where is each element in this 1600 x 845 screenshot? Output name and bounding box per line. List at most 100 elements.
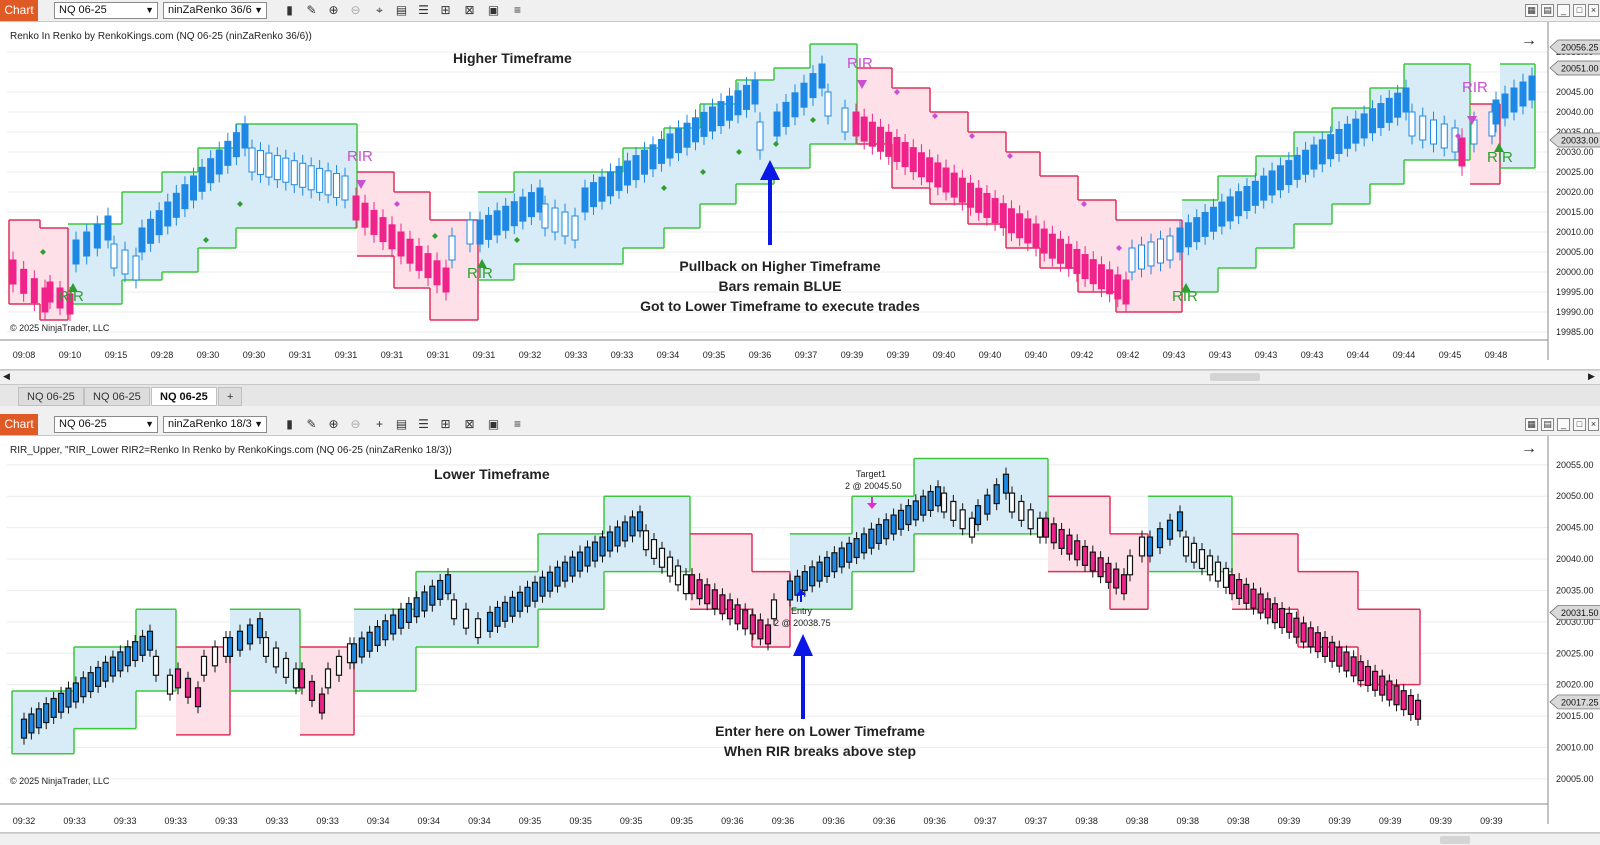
rir-label: RIR [58, 288, 84, 305]
strategies-icon[interactable]: ⊠ [464, 3, 475, 17]
candle-body [1105, 562, 1112, 583]
candle-body [709, 106, 716, 132]
higher-timeframe-chart[interactable]: 20055.0020050.0020045.0020040.0020035.00… [0, 22, 1600, 370]
candle-body [28, 713, 35, 734]
candle-body [350, 643, 358, 664]
candle-body [1386, 680, 1393, 701]
lower-timeframe-chart[interactable]: 20055.00 20050.00 20045.00 20040.00 20035.00… [0, 436, 1600, 833]
zoom-out-icon[interactable]: ⊖ [350, 3, 361, 17]
candle-body [1250, 588, 1257, 609]
zoom-in-icon[interactable]: ⊕ [328, 3, 339, 17]
candle-body [1198, 549, 1206, 570]
list-icon[interactable]: ≡ [513, 3, 521, 17]
candle-body [606, 531, 614, 552]
bar-type-value: ninZaRenko 18/3 [168, 418, 252, 430]
candle-body [493, 210, 501, 236]
scroll-thumb[interactable] [1440, 836, 1470, 844]
candle-body [194, 687, 202, 708]
pencil-icon[interactable]: ✎ [306, 417, 317, 431]
maximize-icon[interactable]: □ [1573, 418, 1586, 431]
properties-icon[interactable]: ▤ [395, 417, 408, 431]
scroll-right-icon[interactable]: ▶ [1588, 371, 1595, 381]
candle-body [1451, 127, 1459, 153]
bottom-horizontal-scrollbar[interactable] [0, 833, 1600, 845]
candle-body [1008, 492, 1016, 513]
price-tick-label: 20045.00 [1556, 87, 1594, 97]
candle-body [649, 144, 657, 170]
candle-body [1138, 536, 1146, 557]
pencil-icon[interactable]: ✎ [306, 3, 317, 17]
strategies-icon[interactable]: ⊠ [464, 417, 475, 431]
properties-icon[interactable]: ▤ [395, 3, 408, 17]
scroll-left-icon[interactable]: ◀ [3, 371, 10, 381]
window-grid-icon[interactable]: ▦ [1525, 4, 1538, 17]
analysis-icon[interactable]: ▣ [487, 417, 500, 431]
candle-body [379, 217, 387, 243]
time-tick-label: 09:30 [243, 350, 266, 360]
template-icon[interactable]: ☰ [418, 3, 429, 17]
candle-body [248, 147, 256, 173]
candle-body [1276, 165, 1284, 191]
candle-body [1002, 473, 1010, 494]
bars-icon[interactable]: ▮ [286, 3, 293, 17]
target-detail: 2 @ 20045.50 [845, 481, 902, 491]
higher-timeframe-plot[interactable]: 20055.0020050.0020045.0020040.0020035.00… [0, 22, 1600, 370]
crosshair-icon[interactable]: ⌖ [376, 3, 383, 17]
candle-body [1318, 139, 1326, 165]
minimize-icon[interactable]: _ [1557, 418, 1570, 431]
maximize-icon[interactable]: □ [1573, 4, 1586, 17]
instrument-select[interactable]: NQ 06-25 ▼ [54, 416, 158, 433]
price-flag [1549, 60, 1600, 76]
window-grid-icon[interactable]: ▦ [1525, 418, 1538, 431]
crosshair-icon[interactable]: + [375, 417, 383, 431]
window-list-icon[interactable]: ▤ [1541, 418, 1554, 431]
candle-body [1042, 517, 1050, 538]
template-icon[interactable]: ☰ [418, 417, 429, 431]
time-tick-label: 09:39 [1480, 816, 1503, 826]
candle-body [1018, 500, 1025, 521]
candle-body [1235, 191, 1243, 217]
top-horizontal-scrollbar[interactable]: ◀ ▶ [0, 370, 1600, 382]
scroll-thumb[interactable] [1210, 373, 1260, 381]
tab-nq-1[interactable]: NQ 06-25 [18, 387, 84, 406]
candle-body [598, 176, 606, 202]
chart-menu-button[interactable]: Chart [0, 414, 38, 435]
candle-body [1336, 646, 1343, 667]
window-list-icon[interactable]: ▤ [1541, 4, 1554, 17]
analysis-icon[interactable]: ▣ [487, 3, 500, 17]
close-icon[interactable]: × [1588, 418, 1599, 431]
candle-body [1032, 223, 1040, 249]
add-tab-button[interactable]: + [218, 387, 243, 406]
candle-body [853, 538, 860, 559]
instrument-select[interactable]: NQ 06-25 ▼ [54, 2, 158, 19]
candle-body [181, 184, 189, 210]
candle-body [282, 657, 290, 678]
candle-body [1113, 568, 1120, 589]
step-diamond [40, 249, 46, 255]
arrow-right-icon[interactable]: → [1521, 32, 1537, 49]
candle-body [950, 172, 958, 198]
minimize-icon[interactable]: _ [1557, 4, 1570, 17]
candle-body [80, 677, 87, 698]
indicators-icon[interactable]: ⊞ [440, 3, 451, 17]
tab-nq-3[interactable]: NQ 06-25 [151, 387, 217, 406]
indicators-icon[interactable]: ⊞ [440, 417, 451, 431]
list-icon[interactable]: ≡ [513, 417, 521, 431]
candle-body [868, 528, 875, 549]
arrow-right-icon[interactable]: → [1521, 440, 1537, 457]
tab-nq-2[interactable]: NQ 06-25 [84, 387, 150, 406]
candle-body [629, 516, 636, 537]
lower-timeframe-plot[interactable]: 20055.00 20050.00 20045.00 20040.00 20035.00… [0, 436, 1600, 833]
candle-body [860, 116, 868, 142]
bar-type-select[interactable]: ninZaRenko 18/3 ▼ [163, 416, 267, 433]
chart-menu-button[interactable]: Chart [0, 0, 38, 21]
candle-body [200, 655, 208, 676]
candle-body [174, 668, 182, 689]
bar-type-select[interactable]: ninZaRenko 36/6 ▼ [163, 2, 267, 19]
zoom-in-icon[interactable]: ⊕ [328, 417, 339, 431]
pullback-annotation-3: Got to Lower Timeframe to execute trades [640, 298, 920, 314]
candle-body [155, 210, 163, 236]
zoom-out-icon[interactable]: ⊖ [350, 417, 361, 431]
close-icon[interactable]: × [1588, 4, 1599, 17]
bars-icon[interactable]: ▮ [286, 417, 293, 431]
